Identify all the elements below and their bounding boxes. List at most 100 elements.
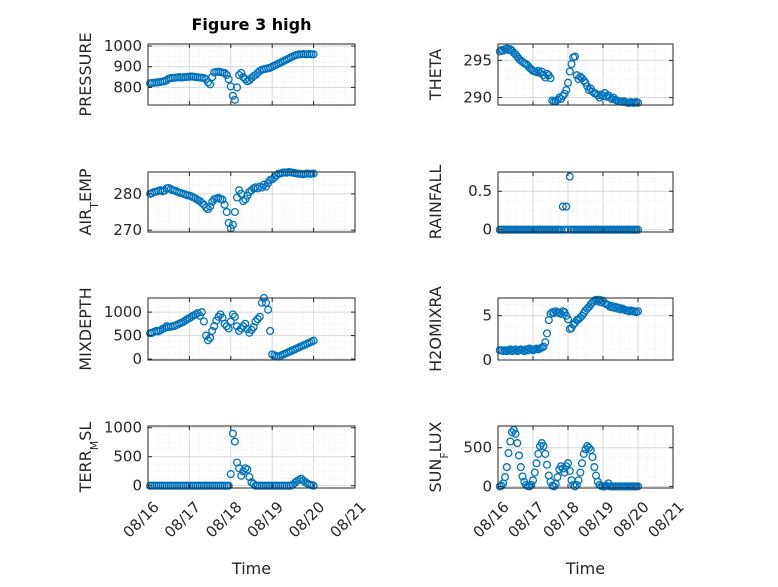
x-tick-label: 08/17 [504,498,547,541]
axes-box [147,297,356,361]
data-point [206,202,215,211]
x-tick-label: 08/21 [326,498,369,541]
data-point [532,459,541,468]
y-axis-label-air-temp: AIRTEMP [76,168,101,235]
y-axis-label-sun-flux: SUNFLUX [426,421,451,492]
x-tick-label: 08/18 [539,498,582,541]
subplot-air-temp: 270 280 AIRTEMP [76,167,356,239]
data-point [563,459,573,468]
data-point [245,472,254,482]
x-tick-label: 08/19 [574,498,617,541]
data-point [203,78,213,87]
data-point [266,326,275,335]
data-point [570,482,580,491]
data-point [230,95,239,104]
data-point [584,443,594,452]
data-point [309,50,318,59]
x-tick-label: 08/16 [469,498,512,541]
axes-box [147,171,356,233]
data-point [245,76,254,85]
data-point [607,94,616,104]
y-tick-label: 280 [113,185,142,203]
axes-box [147,43,356,106]
y-tick-label: 0 [132,477,142,495]
y-tick-label: 5 [482,307,492,325]
y-tick-label: 0.5 [468,182,492,200]
data-point [261,298,271,307]
data-point [614,303,623,312]
x-axis-label: Time [565,559,605,578]
data-point [214,312,223,321]
data-point [553,473,562,482]
y-axis-label-rainfall: RAINFALL [426,165,445,240]
data-point [565,67,574,76]
data-point [579,76,588,85]
subplot-h2omixra: 0 5 H2OMIXRA [426,286,674,372]
data-point [237,471,246,480]
x-axis-label: Time [231,559,271,578]
data-points-h2omixra [495,295,643,356]
x-tick-label: 08/20 [285,498,328,541]
data-point [181,316,190,325]
data-point [226,317,235,326]
data-point [504,449,513,458]
data-point [230,312,239,321]
data-points-sun-flux [495,425,643,491]
data-point [197,198,206,207]
data-point [251,317,260,326]
data-point [541,449,550,458]
data-point [534,66,543,75]
data-point [532,68,541,77]
grid-lines [497,171,674,232]
y-tick-label: 295 [463,51,492,69]
subplot-theta: 290 295 THETA [426,43,674,107]
data-point [539,342,548,351]
data-point [542,460,552,469]
x-tick-label: 08/19 [244,498,287,541]
data-point [565,172,574,181]
data-point [502,44,511,53]
data-point [232,83,242,92]
axes-box [497,425,674,489]
data-point [224,324,233,333]
subplot-pressure: 800 900 1000 PRESSURE [76,32,356,117]
data-point [239,197,248,206]
data-point [605,93,615,102]
data-point [530,468,539,477]
grid-lines [147,172,356,232]
data-point [208,326,217,335]
data-point [156,326,165,335]
data-point [541,338,550,347]
data-point [549,482,559,491]
data-point [201,331,211,340]
y-tick-label: 500 [113,448,142,466]
subplot-mixdepth: 0 500 1000 MIXDEPTH [76,287,356,371]
data-point [511,429,520,438]
x-tick-label: 08/16 [119,498,162,541]
data-point [206,80,215,89]
data-point [558,202,567,211]
data-point [528,476,538,485]
data-point [588,452,597,462]
data-point [222,322,231,331]
data-point [235,326,244,335]
y-tick-label: 0 [482,351,492,369]
data-point [237,68,246,77]
data-point [243,465,252,474]
data-point [593,91,602,100]
y-tick-label: 270 [113,221,142,239]
data-point [220,68,229,77]
y-axis-label-mixdepth: MIXDEPTH [76,287,95,370]
data-point [191,194,200,203]
data-point [228,310,237,319]
y-tick-label: 500 [463,439,492,457]
data-point [590,463,599,472]
y-tick-label: 290 [463,89,492,107]
figure-title: Figure 3 high [192,15,312,34]
data-point [633,307,643,316]
data-point [633,482,643,491]
data-point [218,195,227,204]
